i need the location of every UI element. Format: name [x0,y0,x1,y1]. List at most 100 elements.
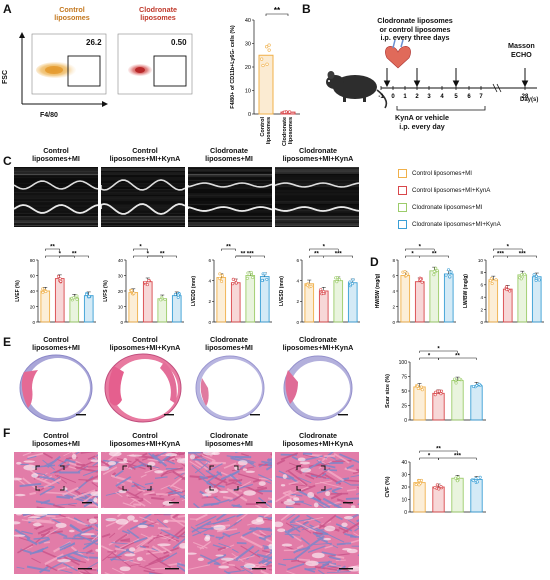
significance-bracket [309,248,339,251]
bar [414,281,425,323]
data-point [44,289,48,293]
y-tick-label: 10 [118,304,124,309]
data-point [458,377,462,381]
data-point [159,298,163,302]
timeline-tick-label: 2 [415,94,419,100]
data-point [414,483,418,487]
y-tick-label: 6 [208,258,211,263]
flow-y-label: FSC [2,70,9,84]
bar [54,278,65,323]
bar [470,385,483,421]
bar [142,281,153,323]
data-point [432,269,436,273]
data-point [288,110,292,114]
y-tick-label: 0 [392,320,395,325]
data-point [350,282,354,286]
group-title-f3: Clodronate liposomes+MI [205,431,253,448]
group-title-f2: Control liposomes+MI+KynA [109,431,181,448]
data-point [130,289,134,293]
data-point [433,393,437,397]
masson-micro-top-3 [188,452,272,508]
bar [531,276,542,323]
data-point [490,281,494,285]
bar [157,298,168,323]
y-tick-label: 40 [245,18,251,24]
y-axis-label: F4/80+ of CD11b+Ly6G- cells (%) [230,25,236,109]
data-point [267,48,271,52]
y-axis-label: Scar size (%) [385,374,391,408]
data-point [335,280,339,284]
bar [451,477,464,513]
data-point [260,278,264,282]
data-point [306,283,310,287]
significance-label: ** [160,252,165,258]
data-point [75,297,79,301]
data-point [534,279,538,283]
heart-section-4 [283,355,353,421]
legend-swatch-1 [398,169,407,178]
data-point [435,483,439,487]
data-point [406,272,410,276]
significance-bracket [438,457,477,460]
data-point [532,273,536,277]
significance-bracket [221,248,236,251]
timeline-tick-label: 1 [403,94,407,100]
heart-illustration [385,39,411,69]
significance-label: * [411,252,414,258]
data-point [348,280,352,284]
data-point [534,274,538,278]
significance-label: ** [72,252,77,258]
group-title-e3: Clodronate liposomes+MI [205,335,253,352]
data-point [453,476,457,480]
flow-plot-clodronate [117,33,193,95]
data-point [220,279,224,283]
bar [400,275,411,323]
significance-bracket [45,248,60,251]
data-point [439,392,443,396]
timeline-tick-label: 3 [427,94,431,100]
data-point [444,273,448,277]
axis-break [492,83,502,93]
x-category-label: liposomes [266,117,272,144]
timeline-tick-label: 28 [522,94,529,100]
data-point [437,487,441,491]
data-point [176,293,180,297]
group-title-f1: Control liposomes+MI [32,431,80,448]
data-point [41,287,45,291]
data-point [143,280,147,284]
x-category-label: Clodronate [282,117,288,146]
y-tick-label: 20 [245,65,251,71]
y-tick-label: 6 [392,273,395,278]
data-point [233,278,237,282]
significance-label: ** [455,354,460,360]
panel-label-e: E [3,335,12,349]
y-tick-label: 80 [30,258,36,263]
significance-label: *** [497,252,505,258]
y-tick-label: 4 [296,278,299,283]
data-point [234,281,238,285]
data-point [85,292,89,296]
x-category-label: liposomes [288,117,294,144]
data-point [263,272,267,276]
timeline-diagram: -1 0 1 2 3 4 5 6 7 28 [326,39,537,111]
data-point [322,289,326,293]
data-point [505,288,509,292]
significance-bracket [438,357,477,360]
bar [488,279,499,323]
flow-x-label: F4/80 [40,112,58,119]
panel-label-a: A [3,2,12,16]
data-point [448,275,452,279]
bar [432,486,445,513]
data-point [477,382,481,386]
bar [429,270,440,323]
data-point [437,389,441,393]
echo-image-2 [101,167,185,227]
legend-swatch-3 [398,203,407,212]
y-tick-label: 0 [208,320,211,325]
data-point [309,284,313,288]
bar [443,273,454,323]
bar [413,386,426,421]
